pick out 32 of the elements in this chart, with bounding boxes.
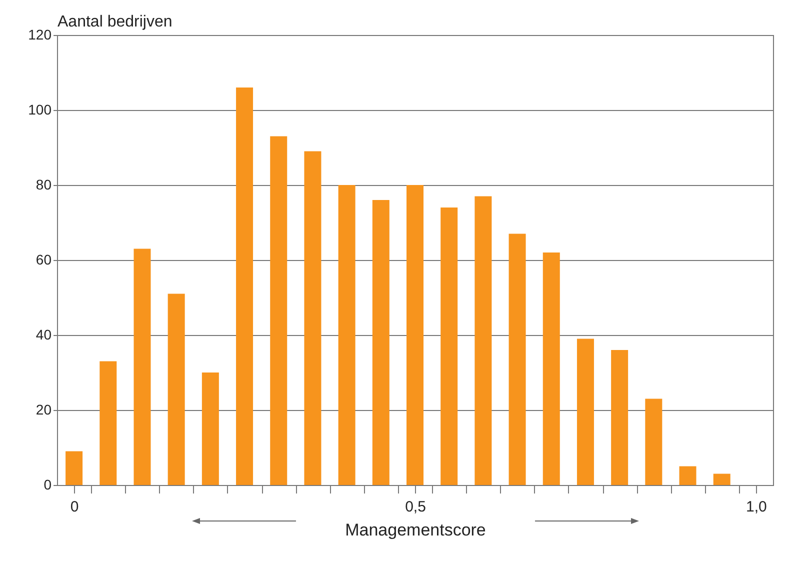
bar	[440, 208, 458, 485]
y-tick-label: 40	[36, 326, 52, 342]
y-tick-label: 20	[36, 402, 52, 418]
y-tick-label: 120	[28, 26, 52, 42]
bar	[713, 474, 730, 485]
x-axis-title: Managementscore	[345, 520, 486, 540]
x-tick-label: 0,5	[405, 498, 426, 516]
y-tick-label: 100	[28, 102, 52, 118]
bar	[236, 88, 254, 485]
bar	[338, 185, 356, 485]
bar	[474, 196, 492, 485]
x-tick-label: 0	[70, 498, 79, 516]
y-tick-label: 60	[36, 252, 52, 268]
bar	[679, 466, 696, 485]
bar	[372, 200, 390, 485]
y-tick-label: 0	[44, 476, 52, 492]
x-tick-label: 1,0	[746, 498, 767, 516]
bar	[576, 338, 594, 485]
y-tick-label: 80	[36, 176, 52, 192]
bar	[270, 136, 288, 485]
bar	[508, 234, 526, 485]
bar	[304, 151, 322, 485]
bar	[645, 398, 662, 485]
bar	[611, 350, 628, 485]
bar	[134, 248, 151, 485]
y-axis-title: Aantal bedrijven	[58, 14, 172, 30]
bar	[66, 451, 83, 485]
bar	[406, 185, 424, 485]
bar	[542, 252, 560, 485]
bar	[100, 361, 117, 485]
bar	[168, 294, 185, 485]
bar	[202, 372, 219, 485]
